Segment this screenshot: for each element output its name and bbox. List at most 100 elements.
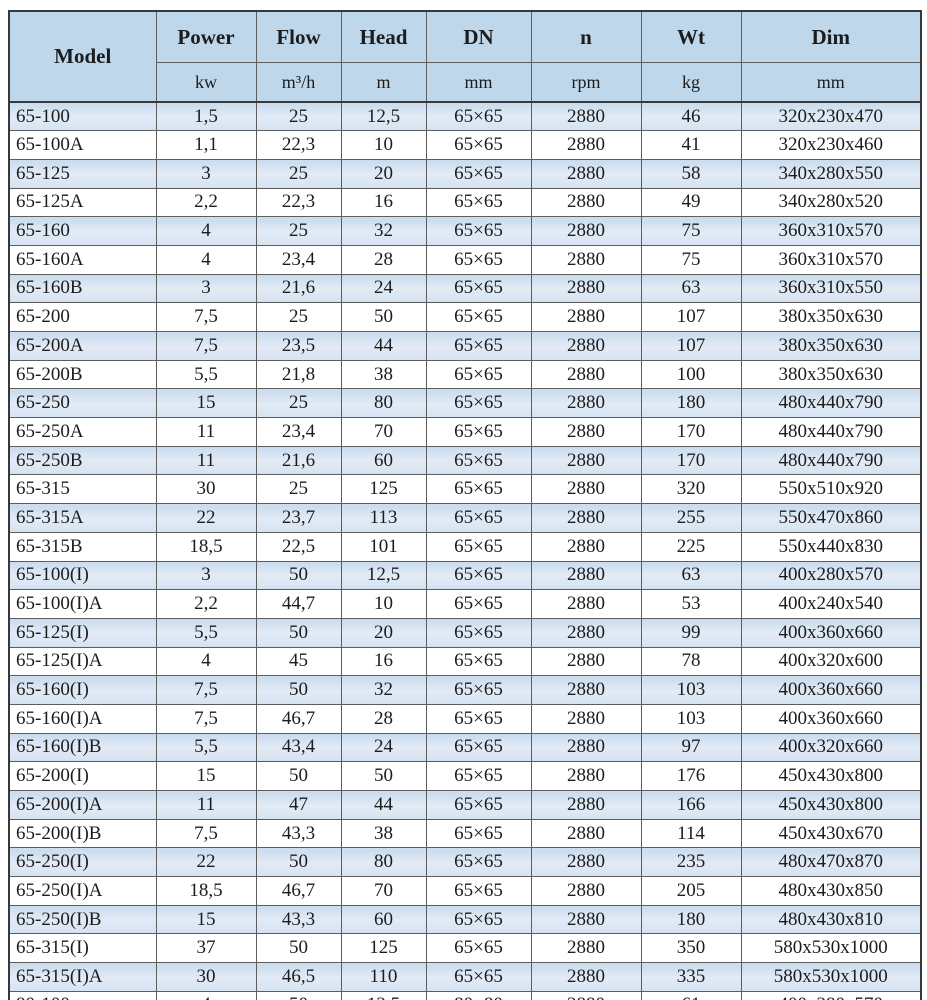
- value-cell: 16: [340, 646, 427, 677]
- value-cell: 2880: [530, 732, 642, 763]
- value-cell: 21,6: [255, 273, 342, 304]
- value-cell: 2880: [530, 503, 642, 533]
- value-cell: 380x350x630: [740, 302, 922, 332]
- value-cell: 65×65: [425, 244, 532, 275]
- value-cell: 20: [340, 617, 427, 648]
- value-cell: 18,5: [155, 876, 257, 906]
- pump-spec-table: Model Power Flow Head DN n Wt Dim kw m³/h m mm rpm k…: [8, 10, 922, 1000]
- col-header-3: Head: [340, 10, 427, 63]
- col-header-4: DN: [425, 10, 532, 63]
- value-cell: 75: [640, 216, 742, 246]
- value-cell: 320x230x460: [740, 130, 922, 160]
- model-cell: 65-125(I): [8, 617, 157, 648]
- model-cell: 65-100(I)A: [8, 589, 157, 619]
- value-cell: 3: [155, 158, 257, 189]
- table-row: 65-160 4 25 32 65×65 2880 75 360x310x570: [8, 216, 922, 246]
- table-row: 65-315B 18,5 22,5 101 65×65 2880 225 550x440x83…: [8, 531, 922, 562]
- value-cell: 2880: [530, 818, 642, 849]
- value-cell: 205: [640, 876, 742, 906]
- value-cell: 65×65: [425, 331, 532, 361]
- value-cell: 103: [640, 703, 742, 734]
- value-cell: 2880: [530, 216, 642, 246]
- value-cell: 2880: [530, 302, 642, 332]
- value-cell: 63: [640, 273, 742, 304]
- value-cell: 11: [155, 790, 257, 820]
- value-cell: 350: [640, 933, 742, 964]
- model-cell: 65-250(I): [8, 847, 157, 878]
- value-cell: 28: [340, 703, 427, 734]
- value-cell: 70: [340, 876, 427, 906]
- value-cell: 400x360x660: [740, 617, 922, 648]
- value-cell: 70: [340, 417, 427, 447]
- value-cell: 2880: [530, 359, 642, 390]
- col-unit-7: mm: [740, 62, 922, 103]
- value-cell: 5,5: [155, 732, 257, 763]
- value-cell: 46,7: [255, 703, 342, 734]
- value-cell: 24: [340, 273, 427, 304]
- value-cell: 80: [340, 847, 427, 878]
- col-unit-4: mm: [425, 62, 532, 103]
- value-cell: 170: [640, 417, 742, 447]
- value-cell: 65×65: [425, 675, 532, 705]
- value-cell: 2880: [530, 474, 642, 505]
- value-cell: 480x470x870: [740, 847, 922, 878]
- value-cell: 15: [155, 761, 257, 791]
- value-cell: 43,4: [255, 732, 342, 763]
- model-cell: 65-315B: [8, 531, 157, 562]
- value-cell: 65×65: [425, 962, 532, 992]
- value-cell: 400x280x570: [740, 990, 922, 1000]
- value-cell: 2880: [530, 847, 642, 878]
- value-cell: 23,7: [255, 503, 342, 533]
- value-cell: 24: [340, 732, 427, 763]
- model-cell: 65-125A: [8, 187, 157, 218]
- model-cell: 65-160(I)B: [8, 732, 157, 763]
- value-cell: 25: [255, 302, 342, 332]
- table-row: 65-200(I)B 7,5 43,3 38 65×65 2880 114 450x430x6…: [8, 818, 922, 849]
- col-unit-6: kg: [640, 62, 742, 103]
- value-cell: 2880: [530, 589, 642, 619]
- value-cell: 5,5: [155, 617, 257, 648]
- model-cell: 65-160A: [8, 244, 157, 275]
- value-cell: 176: [640, 761, 742, 791]
- value-cell: 2880: [530, 560, 642, 591]
- model-cell: 65-160: [8, 216, 157, 246]
- model-cell: 65-160(I)A: [8, 703, 157, 734]
- value-cell: 450x430x800: [740, 761, 922, 791]
- value-cell: 550x470x860: [740, 503, 922, 533]
- table-row: 65-250(I) 22 50 80 65×65 2880 235 480x470x870: [8, 847, 922, 878]
- model-cell: 65-100: [8, 101, 157, 132]
- value-cell: 43,3: [255, 904, 342, 935]
- value-cell: 2880: [530, 962, 642, 992]
- value-cell: 25: [255, 101, 342, 132]
- value-cell: 2880: [530, 703, 642, 734]
- value-cell: 180: [640, 388, 742, 419]
- value-cell: 30: [155, 962, 257, 992]
- value-cell: 22: [155, 503, 257, 533]
- value-cell: 75: [640, 244, 742, 275]
- value-cell: 2,2: [155, 589, 257, 619]
- value-cell: 320x230x470: [740, 101, 922, 132]
- value-cell: 65×65: [425, 876, 532, 906]
- model-cell: 65-200(I)B: [8, 818, 157, 849]
- value-cell: 2880: [530, 761, 642, 791]
- value-cell: 65×65: [425, 187, 532, 218]
- table-row: 65-315(I)A 30 46,5 110 65×65 2880 335 580x530x1…: [8, 962, 922, 992]
- value-cell: 46,5: [255, 962, 342, 992]
- value-cell: 65×65: [425, 790, 532, 820]
- col-unit-1: kw: [155, 62, 257, 103]
- value-cell: 10: [340, 130, 427, 160]
- value-cell: 550x510x920: [740, 474, 922, 505]
- table-row: 65-125(I) 5,5 50 20 65×65 2880 99 400x360x660: [8, 617, 922, 648]
- value-cell: 15: [155, 388, 257, 419]
- value-cell: 7,5: [155, 331, 257, 361]
- value-cell: 4: [155, 244, 257, 275]
- value-cell: 44: [340, 790, 427, 820]
- value-cell: 38: [340, 359, 427, 390]
- value-cell: 22,5: [255, 531, 342, 562]
- value-cell: 480x440x790: [740, 445, 922, 476]
- value-cell: 125: [340, 474, 427, 505]
- model-cell: 65-250B: [8, 445, 157, 476]
- value-cell: 1,1: [155, 130, 257, 160]
- value-cell: 10: [340, 589, 427, 619]
- value-cell: 170: [640, 445, 742, 476]
